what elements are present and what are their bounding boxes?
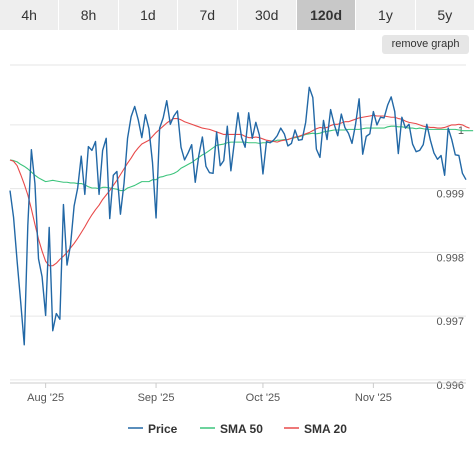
y-tick-label: 0.997 bbox=[436, 316, 464, 328]
x-tick-label: Aug '25 bbox=[27, 392, 64, 404]
legend-item-sma-50[interactable]: SMA 50 bbox=[200, 422, 263, 436]
series-line-sma-20 bbox=[9, 114, 470, 267]
range-tab-4h[interactable]: 4h bbox=[0, 0, 60, 30]
legend-label: SMA 50 bbox=[220, 422, 263, 436]
legend-label: Price bbox=[148, 422, 178, 436]
range-tabs: 4h 8h 1d 7d 30d 120d 1y 5y bbox=[0, 0, 474, 30]
series-line-price bbox=[9, 86, 467, 346]
range-tab-1d[interactable]: 1d bbox=[118, 0, 179, 30]
remove-graph-button[interactable]: remove graph bbox=[382, 35, 469, 54]
x-tick-label: Nov '25 bbox=[355, 392, 392, 404]
legend-item-price[interactable]: Price bbox=[128, 422, 178, 436]
range-tab-8h[interactable]: 8h bbox=[59, 0, 119, 30]
range-tab-120d[interactable]: 120d bbox=[296, 0, 357, 30]
y-tick-label: 0.996 bbox=[436, 380, 464, 392]
legend-item-sma-20[interactable]: SMA 20 bbox=[284, 422, 347, 436]
range-tab-30d[interactable]: 30d bbox=[237, 0, 297, 30]
x-tick-label: Oct '25 bbox=[246, 392, 281, 404]
range-tab-1y[interactable]: 1y bbox=[356, 0, 416, 30]
range-tab-7d[interactable]: 7d bbox=[178, 0, 238, 30]
y-tick-label: 0.999 bbox=[436, 189, 464, 201]
x-tick-label: Sep '25 bbox=[138, 392, 175, 404]
legend-label: SMA 20 bbox=[304, 422, 347, 436]
range-tab-5y[interactable]: 5y bbox=[415, 0, 474, 30]
y-tick-label: 0.998 bbox=[436, 252, 464, 264]
